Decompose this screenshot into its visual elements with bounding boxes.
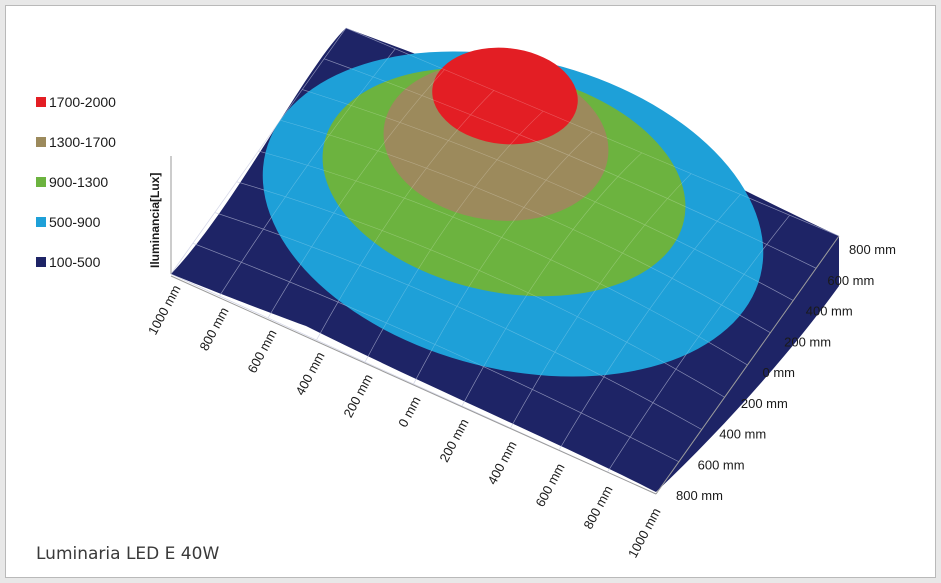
y-tick-label: 400 mm <box>719 427 766 442</box>
x-tick-label: 800 mm <box>580 483 615 532</box>
legend-label: 900-1300 <box>49 174 109 190</box>
y-tick-label: 600 mm <box>827 273 874 288</box>
x-tick-label: 600 mm <box>244 327 279 376</box>
y-tick-label: 800 mm <box>676 488 723 503</box>
x-tick-label: 200 mm <box>340 372 375 421</box>
legend-label: 1700-2000 <box>49 94 116 110</box>
grid-line <box>413 131 593 385</box>
x-tick-label: 0 mm <box>395 394 424 430</box>
y-axis-ticks: 800 mm 600 mm 400 mm 200 mm 0 mm 200 mm 400 mm… <box>676 242 896 503</box>
grid-line <box>558 194 741 451</box>
legend-swatch <box>36 217 46 227</box>
grid-line <box>607 215 790 473</box>
legend-item: 900-1300 <box>36 174 108 190</box>
grid-line <box>316 90 495 341</box>
legend-label: 500-900 <box>49 214 101 230</box>
grid-line <box>364 110 544 363</box>
y-tick-label: 400 mm <box>806 304 853 319</box>
grid-line <box>461 152 643 407</box>
surface-grid-overlay <box>170 27 840 495</box>
legend-item: 100-500 <box>36 254 100 270</box>
grid-line <box>324 58 817 269</box>
band-1700-2000 <box>432 47 578 145</box>
y-tick-label: 600 mm <box>698 457 745 472</box>
caption: Luminaria LED E 40W <box>36 544 220 564</box>
x-axis-line <box>170 275 657 495</box>
grid-line <box>267 69 445 319</box>
legend-swatch <box>36 257 46 267</box>
y-tick-label: 200 mm <box>741 396 788 411</box>
legend-swatch <box>36 137 46 147</box>
grid-line <box>345 27 840 237</box>
grid-line <box>236 181 725 398</box>
x-tick-label: 600 mm <box>532 461 567 510</box>
z-axis-title: Iluminancia[Lux] <box>148 173 162 268</box>
x-tick-label: 1000 mm <box>625 505 664 560</box>
surface-chart: Iluminancia[Lux] 1000 mm 800 mm 600 mm 400 … <box>145 27 896 560</box>
legend-item: 1300-1700 <box>36 134 116 150</box>
grid-line <box>302 89 794 301</box>
y-axis-line <box>655 235 840 495</box>
y-tick-label: 0 mm <box>763 365 796 380</box>
x-tick-label: 200 mm <box>436 416 471 465</box>
legend-item: 1700-2000 <box>36 94 116 110</box>
chart-frame: Iluminancia[Lux] 1000 mm 800 mm 600 mm 400 … <box>5 5 936 578</box>
y-tick-label: 200 mm <box>784 334 831 349</box>
grid-line <box>280 119 771 334</box>
legend-label: 100-500 <box>49 254 101 270</box>
y-tick-label: 800 mm <box>849 242 896 257</box>
grid-line <box>219 48 396 297</box>
legend-label: 1300-1700 <box>49 134 116 150</box>
x-tick-label: 800 mm <box>196 305 231 354</box>
legend-swatch <box>36 97 46 107</box>
x-tick-label: 400 mm <box>292 349 327 398</box>
legend-swatch <box>36 177 46 187</box>
grid-line <box>192 242 680 463</box>
legend-item: 500-900 <box>36 214 100 230</box>
grid-line <box>214 212 702 430</box>
grid-line <box>170 27 347 275</box>
grid-line <box>510 173 692 429</box>
grid-line <box>170 27 347 275</box>
x-tick-label: 1000 mm <box>145 282 184 337</box>
grid-line <box>258 150 748 366</box>
x-tick-label: 400 mm <box>484 438 519 487</box>
